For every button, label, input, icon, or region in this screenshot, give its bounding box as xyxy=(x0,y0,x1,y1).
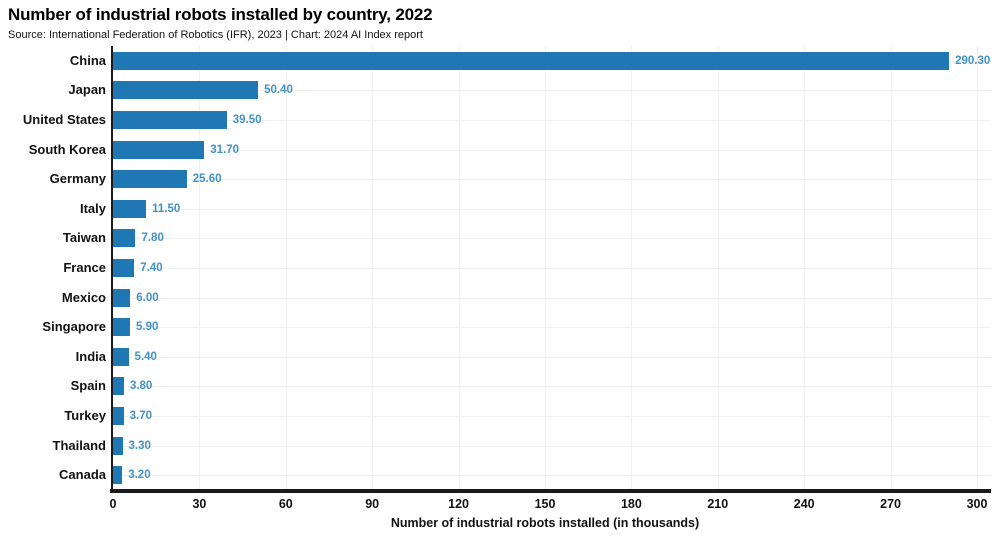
horizontal-gridline xyxy=(113,416,991,417)
bar xyxy=(113,318,130,337)
category-label: South Korea xyxy=(28,141,106,157)
bar-value-label: 7.40 xyxy=(140,262,163,274)
category-label: Thailand xyxy=(52,437,106,453)
x-tick-label: 120 xyxy=(448,497,470,511)
bar-value-label: 5.40 xyxy=(134,350,157,363)
bar xyxy=(113,436,123,455)
category-label: Italy xyxy=(79,200,106,216)
x-tick-label: 240 xyxy=(793,497,815,511)
bar-value-label: 50.40 xyxy=(264,84,293,97)
chart-title: Number of industrial robots installed by… xyxy=(8,5,433,24)
bar-value-label: 3.70 xyxy=(129,410,153,422)
bar-value-label: 11.50 xyxy=(152,202,181,215)
x-tick-label: 300 xyxy=(966,497,988,511)
bar xyxy=(113,466,123,485)
horizontal-gridline xyxy=(113,297,991,299)
category-label: Turkey xyxy=(64,408,106,423)
bar xyxy=(113,288,131,307)
horizontal-gridline xyxy=(113,179,991,181)
horizontal-gridline xyxy=(113,149,991,151)
bar-value-label: 5.90 xyxy=(135,321,159,334)
horizontal-gridline xyxy=(113,90,991,92)
x-tick-label: 180 xyxy=(620,497,642,511)
x-tick-label: 270 xyxy=(880,497,902,511)
category-label: Spain xyxy=(70,378,106,394)
bar xyxy=(113,140,205,159)
bar-value-label: 3.20 xyxy=(128,469,151,482)
horizontal-gridline xyxy=(113,327,991,329)
category-label: France xyxy=(63,260,106,275)
bar-value-label: 7.80 xyxy=(141,232,164,245)
x-tick-label: 90 xyxy=(365,497,380,511)
bar-value-label: 39.50 xyxy=(232,114,262,126)
y-axis-spine xyxy=(111,46,113,490)
bar xyxy=(113,170,187,189)
x-tick-label: 60 xyxy=(278,497,293,511)
bar xyxy=(113,111,227,129)
bar xyxy=(113,259,135,277)
bar xyxy=(113,347,129,366)
x-axis-spine xyxy=(110,489,991,493)
horizontal-gridline xyxy=(113,356,991,358)
bar xyxy=(113,377,124,396)
category-label: Canada xyxy=(59,467,106,483)
category-label: Taiwan xyxy=(62,230,106,246)
bar-value-label: 3.80 xyxy=(129,380,153,393)
x-tick-label: 150 xyxy=(534,497,556,511)
category-label: Germany xyxy=(49,171,106,187)
horizontal-gridline xyxy=(113,386,991,388)
category-label: United States xyxy=(22,112,106,127)
horizontal-gridline xyxy=(113,208,991,210)
horizontal-gridline xyxy=(113,268,991,269)
category-label: Singapore xyxy=(42,319,106,335)
horizontal-gridline xyxy=(113,238,991,240)
x-tick-label: 210 xyxy=(707,497,729,511)
horizontal-gridline xyxy=(113,445,991,447)
horizontal-gridline xyxy=(113,120,991,121)
category-label: China xyxy=(69,52,106,68)
bar-value-label: 3.30 xyxy=(128,439,151,452)
x-axis-title: Number of industrial robots installed (i… xyxy=(390,516,700,530)
category-label: India xyxy=(75,348,106,364)
bar xyxy=(113,229,136,248)
chart-source-note: Source: International Federation of Robo… xyxy=(8,29,423,41)
bar xyxy=(113,407,124,425)
category-label: Japan xyxy=(68,82,106,98)
bar xyxy=(113,51,950,70)
bar-value-label: 31.70 xyxy=(210,143,240,156)
x-tick-label: 30 xyxy=(192,497,207,511)
category-label: Mexico xyxy=(61,289,106,305)
bar-value-label: 6.00 xyxy=(136,291,159,304)
bar xyxy=(113,199,147,218)
bar-value-label: 290.30 xyxy=(955,54,991,67)
x-tick-label: 0 xyxy=(109,497,117,511)
bar-value-label: 25.60 xyxy=(192,173,222,186)
bar xyxy=(113,81,259,100)
horizontal-gridline xyxy=(113,475,991,477)
